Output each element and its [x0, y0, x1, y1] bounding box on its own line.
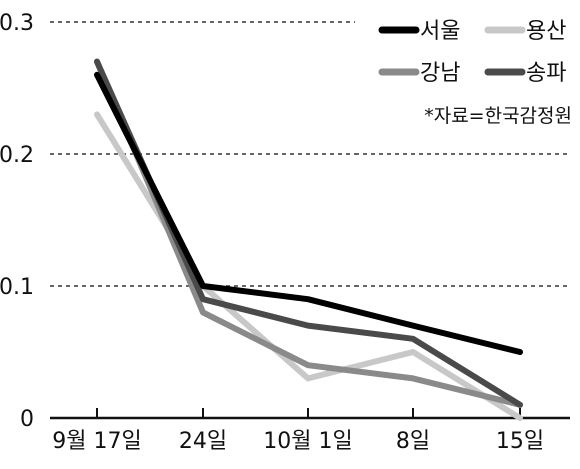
y-tick-label: 0.3: [0, 11, 34, 36]
x-tick-label: 10월 1일: [263, 429, 352, 454]
series-line-1: [94, 71, 523, 355]
axes: 0 0.1 0.2 0.3 9월 17일 24일 10월 1일 8일 15일: [0, 11, 570, 454]
x-tick-label: 24일: [179, 429, 227, 454]
y-tick-label: 0: [20, 407, 34, 432]
series-lines: [94, 58, 523, 421]
legend-label: 서울: [420, 19, 460, 44]
series-line-3: [94, 58, 523, 408]
x-tick-label: 15일: [496, 429, 544, 454]
y-tick-label: 0.1: [0, 275, 34, 300]
legend-label: 송파: [526, 61, 566, 86]
y-tick-label: 0.2: [0, 143, 34, 168]
legend-label: 강남: [420, 61, 460, 86]
gridlines: [50, 21, 570, 287]
legend-label: 용산: [526, 19, 566, 44]
x-tick-label: 8일: [396, 429, 430, 454]
source-note: *자료=한국감정원: [424, 105, 572, 127]
x-tick-label: 9월 17일: [52, 429, 141, 454]
series-line-2: [94, 111, 523, 421]
